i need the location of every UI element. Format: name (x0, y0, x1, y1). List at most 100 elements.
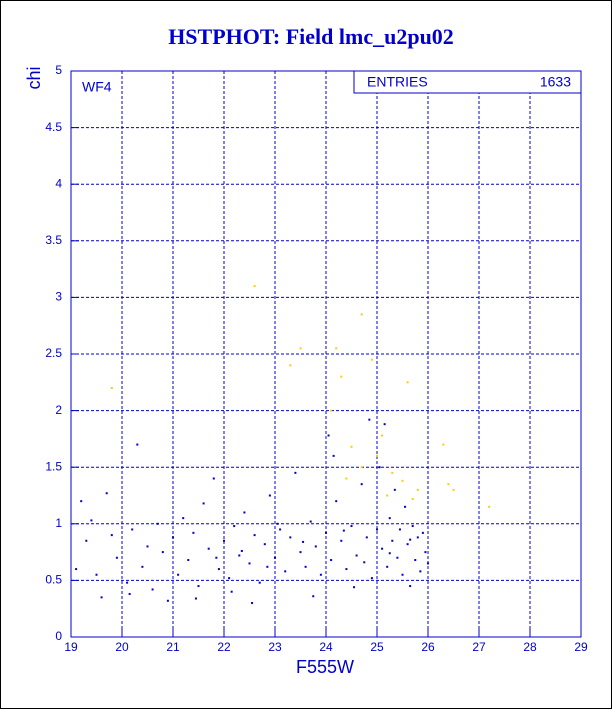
y-tick-label: 3.5 (45, 233, 62, 247)
point (156, 522, 159, 525)
y-tick-label: 0 (55, 629, 62, 643)
point (396, 556, 399, 559)
point (340, 375, 343, 378)
point (243, 511, 246, 514)
point (85, 539, 88, 542)
point (279, 528, 282, 531)
point (386, 494, 389, 497)
point (207, 547, 210, 550)
point (294, 471, 297, 474)
point (447, 483, 450, 486)
point (350, 445, 353, 448)
point (253, 534, 256, 537)
point (376, 454, 378, 457)
point (409, 585, 412, 588)
point (360, 313, 363, 316)
point (404, 505, 407, 508)
point (238, 554, 241, 557)
point (411, 497, 414, 500)
point (141, 565, 144, 568)
point (424, 551, 427, 554)
point (105, 492, 108, 495)
point (75, 568, 78, 571)
stats-label: ENTRIES (367, 74, 428, 90)
x-tick-label: 25 (370, 640, 384, 654)
point (233, 525, 236, 528)
point (302, 540, 305, 543)
point (335, 500, 338, 503)
y-tick-label: 3 (55, 290, 62, 304)
point (258, 581, 261, 584)
point (276, 522, 279, 525)
x-tick-label: 20 (115, 640, 129, 654)
point (330, 559, 333, 562)
point (401, 479, 404, 482)
x-tick-label: 21 (166, 640, 180, 654)
point (192, 531, 195, 534)
point (325, 531, 327, 534)
point (197, 585, 200, 588)
point (409, 538, 412, 541)
x-tick-label: 26 (421, 640, 435, 654)
point (284, 570, 287, 573)
point (368, 418, 371, 421)
point (90, 519, 93, 522)
point (391, 471, 394, 474)
point (253, 285, 256, 288)
stats-value: 1633 (540, 74, 571, 90)
point (355, 554, 358, 557)
point (215, 556, 218, 559)
point (365, 536, 368, 539)
point (340, 539, 343, 542)
point (419, 570, 422, 573)
point (100, 596, 103, 599)
point (194, 597, 197, 600)
x-tick-label: 27 (472, 640, 486, 654)
point (378, 466, 381, 469)
point (381, 434, 384, 437)
point (314, 545, 317, 548)
point (421, 531, 424, 534)
point (299, 347, 302, 350)
point (131, 528, 134, 531)
annotation: WF4 (82, 79, 112, 95)
point (126, 581, 129, 584)
point (342, 529, 345, 532)
point (416, 536, 419, 539)
point (268, 494, 271, 497)
point (388, 552, 391, 555)
point (230, 590, 233, 593)
point (177, 573, 180, 576)
y-axis-label: chi (24, 66, 44, 89)
point (370, 577, 373, 580)
y-tick-label: 2 (55, 403, 62, 417)
point (263, 543, 266, 546)
point (115, 556, 118, 559)
point (416, 488, 419, 491)
point (360, 483, 363, 486)
point (312, 595, 315, 598)
point (136, 443, 139, 446)
y-tick-label: 1.5 (45, 459, 62, 473)
point (266, 565, 269, 568)
point (363, 561, 366, 564)
point (488, 505, 491, 508)
point (223, 539, 225, 542)
x-tick-label: 22 (217, 640, 231, 654)
plot-frame (70, 70, 582, 638)
point (128, 592, 131, 595)
point (110, 534, 113, 537)
point (452, 488, 455, 491)
point (299, 551, 302, 554)
point (240, 549, 243, 552)
point (386, 565, 389, 568)
point (388, 517, 391, 520)
point (95, 573, 98, 576)
point (309, 520, 312, 523)
point (345, 477, 348, 480)
point (228, 577, 231, 580)
x-tick-label: 19 (64, 640, 78, 654)
point (182, 517, 185, 520)
point (393, 488, 396, 491)
